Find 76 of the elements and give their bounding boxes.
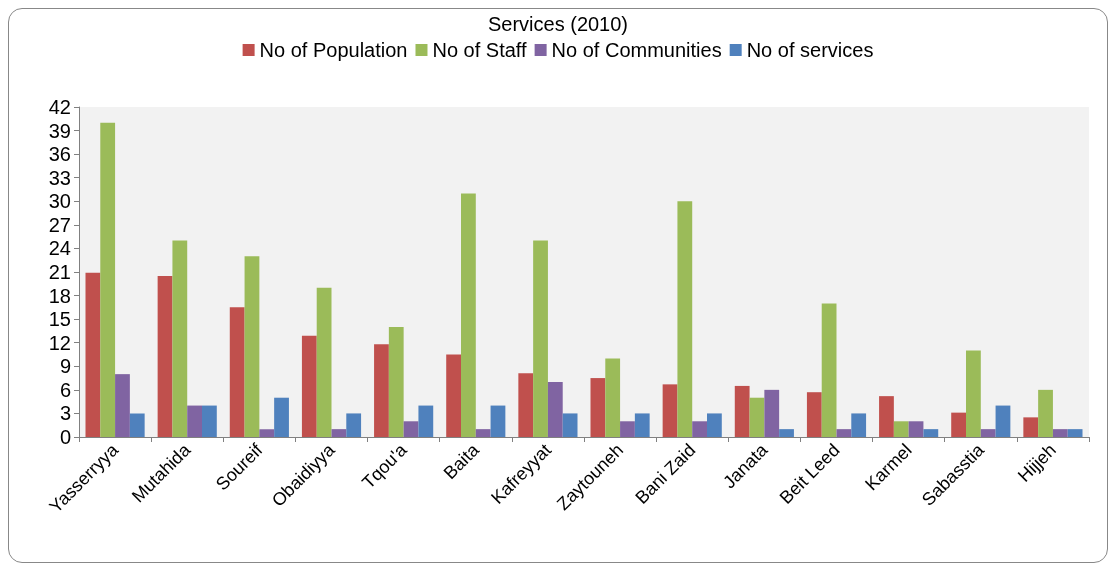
- bar: [692, 421, 707, 437]
- legend-label: No of Communities: [551, 39, 722, 61]
- y-tick-label: 27: [48, 213, 71, 236]
- bar: [374, 344, 389, 437]
- bar: [821, 303, 837, 437]
- bar: [923, 429, 939, 437]
- bar: [1023, 417, 1039, 437]
- bar: [779, 429, 794, 437]
- y-tick-label: 21: [48, 261, 71, 283]
- y-tick-label: 12: [48, 331, 71, 354]
- bar: [316, 287, 332, 437]
- bar: [418, 405, 434, 437]
- legend-label: No of Staff: [432, 39, 528, 61]
- bar: [951, 412, 966, 437]
- bar: [533, 240, 548, 437]
- bar: [115, 374, 130, 437]
- y-tick-label: 24: [48, 237, 71, 260]
- chart-title: Services (2010): [487, 13, 629, 35]
- bar: [836, 429, 852, 437]
- bar: [605, 358, 621, 437]
- bar: [259, 429, 275, 437]
- bar: [157, 275, 173, 437]
- bar: [403, 421, 419, 437]
- bar: [172, 240, 188, 437]
- bar: [1038, 389, 1053, 437]
- bar: [851, 413, 867, 437]
- y-tick-label: 30: [48, 190, 71, 213]
- bar: [85, 272, 101, 437]
- bar: [475, 429, 491, 437]
- bar: [187, 405, 202, 437]
- bar: [331, 429, 347, 437]
- y-tick-label: 42: [48, 96, 71, 118]
- bar: [202, 405, 217, 437]
- bar: [346, 413, 362, 437]
- bar: [707, 413, 722, 437]
- bar: [677, 201, 693, 437]
- bar: [966, 350, 981, 437]
- bar: [1067, 429, 1083, 437]
- y-tick-label: 3: [59, 402, 71, 425]
- bar: [980, 429, 996, 437]
- bar: [620, 421, 635, 437]
- bar: [129, 413, 145, 437]
- bar: [388, 327, 404, 437]
- bar: [879, 396, 894, 437]
- bar: [461, 193, 476, 437]
- bar: [764, 389, 780, 437]
- y-tick-label: 36: [48, 143, 71, 166]
- legend-label: No of services: [746, 39, 874, 61]
- bar: [893, 421, 909, 437]
- bar: [590, 378, 606, 437]
- bar: [446, 354, 461, 437]
- bar: [1052, 429, 1068, 437]
- y-tick-label: 39: [48, 119, 71, 142]
- bar: [274, 397, 289, 437]
- bar: [518, 373, 534, 437]
- bar: [749, 397, 765, 437]
- bar: [490, 405, 506, 437]
- bar: [995, 405, 1011, 437]
- y-tick-label: 9: [59, 355, 71, 378]
- bar: [734, 385, 750, 437]
- bar: [662, 384, 678, 437]
- bar: [301, 335, 317, 437]
- legend-label: No of Population: [259, 39, 408, 61]
- bar: [547, 382, 563, 437]
- y-tick-label: 15: [48, 308, 71, 331]
- y-tick-label: 6: [59, 378, 71, 401]
- bar: [806, 392, 822, 437]
- bar: [229, 307, 245, 437]
- y-tick-label: 0: [59, 426, 71, 448]
- bar: [244, 256, 260, 437]
- bar: [100, 122, 116, 437]
- bar: [562, 413, 578, 437]
- y-tick-label: 33: [48, 166, 71, 189]
- bar: [634, 413, 650, 437]
- bar: [908, 421, 924, 437]
- y-tick-label: 18: [48, 284, 71, 307]
